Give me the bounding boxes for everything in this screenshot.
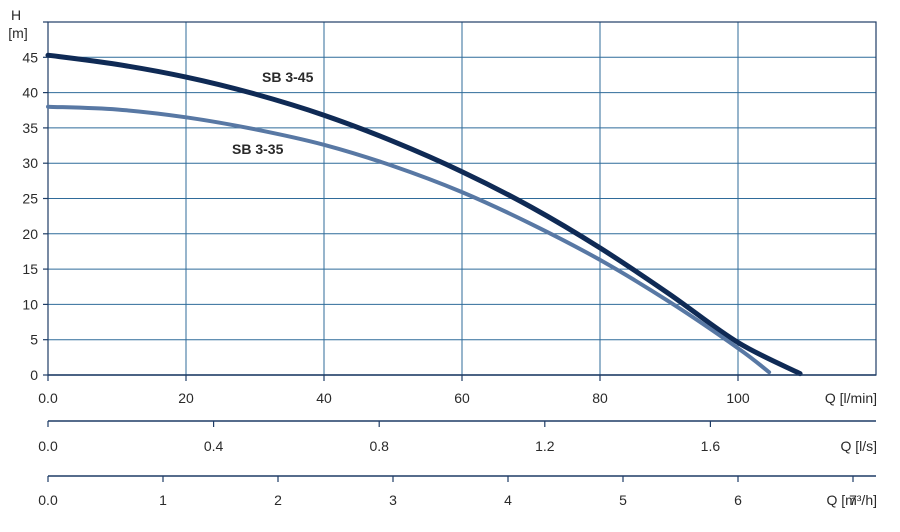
y-tick-label: 45 — [22, 49, 38, 65]
y-axis-label: H — [11, 7, 21, 23]
x-tick-label: 1.2 — [535, 438, 555, 454]
x-tick-label: 5 — [619, 492, 627, 508]
y-tick-label: 15 — [22, 261, 38, 277]
y-tick-label: 35 — [22, 120, 38, 136]
x-tick-label: 7 — [849, 492, 857, 508]
x-tick-label: 4 — [504, 492, 512, 508]
x-axis-unit: Q [l/s] — [840, 438, 877, 454]
y-tick-label: 25 — [22, 191, 38, 207]
y-axis-unit: [m] — [8, 25, 27, 41]
series-line-sb-3-45 — [45, 52, 803, 377]
x-axis-unit: Q [m³/h] — [826, 492, 877, 508]
y-tick-label: 20 — [22, 226, 38, 242]
series-group — [45, 52, 803, 377]
y-tick-label: 10 — [22, 296, 38, 312]
x-tick-label: 60 — [454, 390, 470, 406]
x-tick-label: 0.0 — [38, 390, 58, 406]
y-tick-label: 40 — [22, 85, 38, 101]
x-tick-label: 0.8 — [369, 438, 389, 454]
x-axis-unit: Q [l/min] — [825, 390, 877, 406]
x-tick-label: 6 — [734, 492, 742, 508]
x-tick-label: 1 — [159, 492, 167, 508]
x-tick-label: 0.0 — [38, 492, 58, 508]
x-tick-label: 80 — [592, 390, 608, 406]
y-tick-label: 30 — [22, 155, 38, 171]
series-label-sb-3-35: SB 3-35 — [232, 141, 284, 157]
y-tick-label: 0 — [30, 367, 38, 383]
series-line-sb-3-35 — [46, 104, 772, 375]
x-tick-label: 20 — [178, 390, 194, 406]
x-tick-label: 1.6 — [701, 438, 721, 454]
y-tick-label: 5 — [30, 332, 38, 348]
grid — [47, 21, 877, 376]
x-tick-label: 0.4 — [204, 438, 224, 454]
x-tick-label: 3 — [389, 492, 397, 508]
x-tick-label: 40 — [316, 390, 332, 406]
x-tick-label: 2 — [274, 492, 282, 508]
series-label-sb-3-45: SB 3-45 — [262, 69, 314, 85]
x-tick-label: 100 — [726, 390, 750, 406]
x-tick-label: 0.0 — [38, 438, 58, 454]
